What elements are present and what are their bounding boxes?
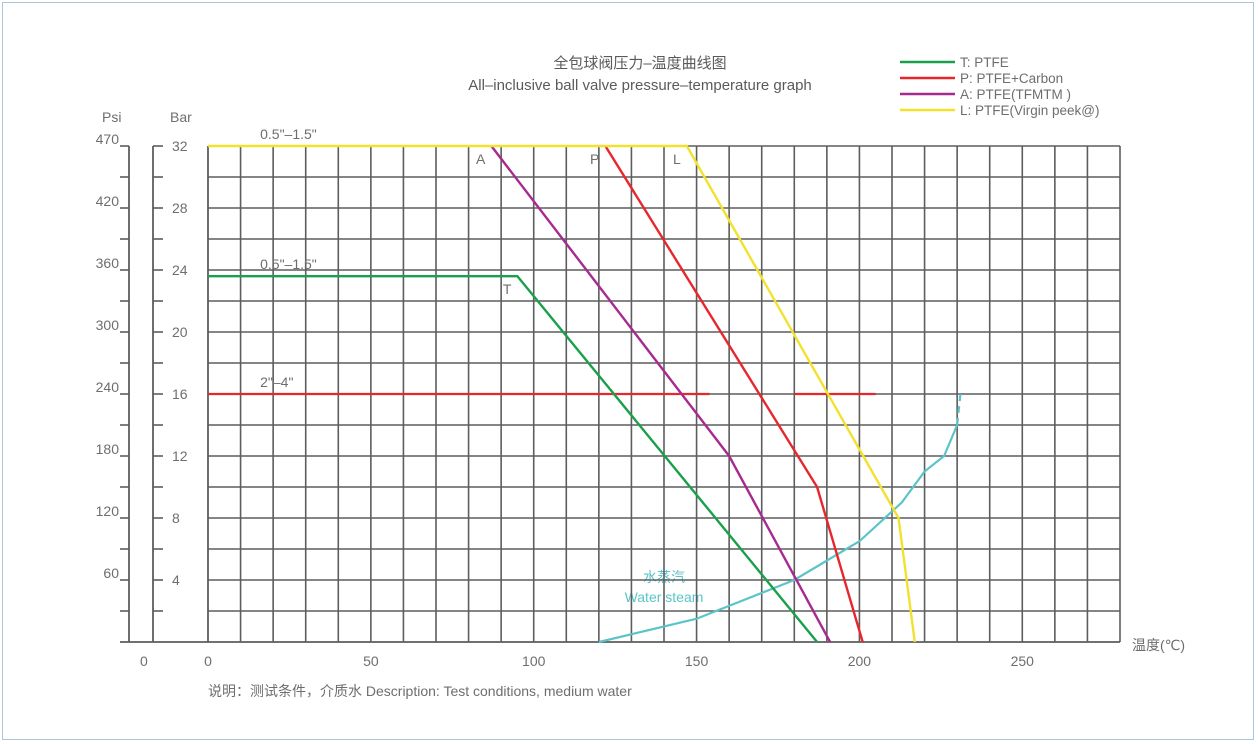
bar-tick-label: 32: [172, 138, 188, 154]
series-layer: [208, 144, 962, 644]
legend-label: T: PTFE: [960, 55, 1009, 70]
psi-tick-label: 300: [96, 317, 120, 333]
water-steam-curve-dashed: [956, 393, 962, 426]
x-axis-label: 温度(℃): [1132, 637, 1185, 653]
x-tick-label: 150: [685, 653, 709, 669]
chart-subtitle: All–inclusive ball valve pressure–temper…: [468, 77, 812, 94]
legend-label: A: PTFE(TFMTM ): [960, 87, 1071, 102]
psi-tick-label: 60: [103, 565, 119, 581]
bar-axis-label: Bar: [170, 109, 192, 125]
size-annotation: 0.5"–1.5": [260, 126, 317, 142]
description-note: 说明：测试条件，介质水 Description: Test conditions…: [208, 683, 632, 699]
bar-tick-label: 16: [172, 386, 188, 402]
psi-tick-label: 470: [96, 131, 120, 147]
bar-tick-label: 20: [172, 324, 188, 340]
x-tick-label: 50: [363, 653, 379, 669]
size-annotation: 2"–4": [260, 374, 293, 390]
bar-tick-label: 8: [172, 510, 180, 526]
series-line: [490, 145, 832, 643]
bar-tick-label: 12: [172, 448, 188, 464]
chart-title: 全包球阀压力–温度曲线图: [553, 54, 726, 72]
series-line: [604, 145, 864, 643]
label-layer: 60 120 180 240 300 360 420 470 4 8 12 16 20 24 28 32 0 50…: [96, 126, 1035, 669]
legend-label: P: PTFE+Carbon: [960, 71, 1063, 86]
series-line: [208, 144, 916, 643]
psi-tick-label: 120: [96, 503, 120, 519]
psi-tick-label: 180: [96, 441, 120, 457]
psi-tick-label: 240: [96, 379, 120, 395]
psi-tick-label: 420: [96, 193, 120, 209]
series-marker-label: P: [590, 151, 599, 167]
series-marker-label: T: [503, 281, 512, 297]
x-tick-label: 250: [1011, 653, 1035, 669]
psi-axis-label: Psi: [102, 109, 121, 125]
bar-tick-label: 24: [172, 262, 188, 278]
series-marker-label: L: [673, 151, 681, 167]
series-marker-label: A: [476, 151, 486, 167]
bar-tick-label: 4: [172, 572, 180, 588]
size-annotation: 0.5"–1.5": [260, 256, 317, 272]
psi-tick-label: 360: [96, 255, 120, 271]
x-tick-label: 200: [848, 653, 872, 669]
x-tick-label: 0: [204, 653, 212, 669]
psi-zero-label: 0: [140, 653, 148, 669]
legend-label: L: PTFE(Virgin peek@): [960, 103, 1100, 118]
series-line: [208, 275, 819, 643]
x-tick-label: 100: [522, 653, 546, 669]
bar-tick-label: 28: [172, 200, 188, 216]
water-steam-curve: [598, 424, 959, 644]
